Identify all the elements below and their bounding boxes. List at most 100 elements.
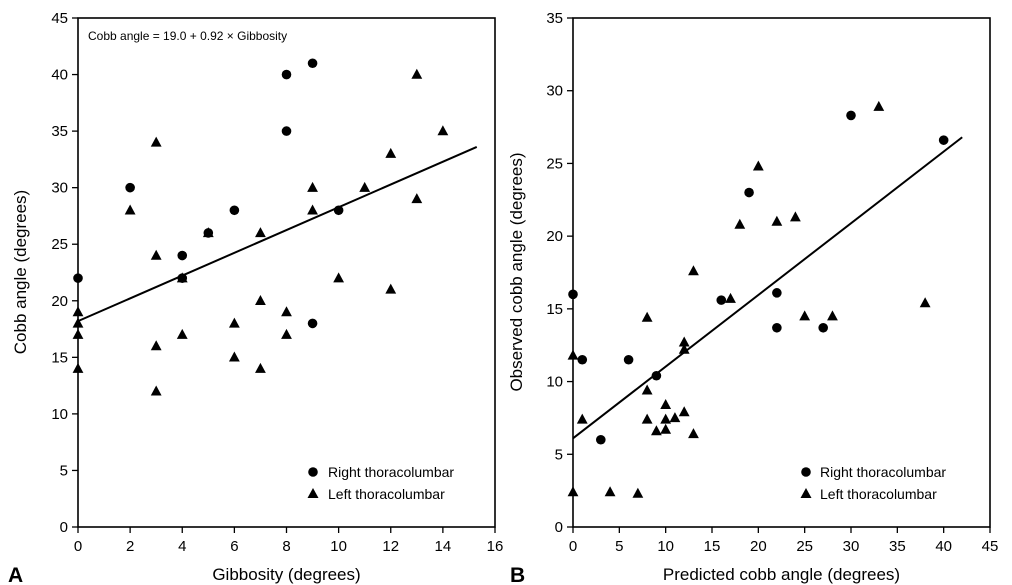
- chart-a-point-right-thoracolumbar: [333, 205, 344, 216]
- chart-a-point-left-thoracolumbar: [255, 362, 266, 373]
- chart-a-legend-right: Right thoracolumbar: [328, 464, 454, 480]
- chart-a-point-left-thoracolumbar: [281, 306, 292, 317]
- chart-a-y-tick-label: 20: [51, 293, 68, 310]
- chart-b-point-left-thoracolumbar: [669, 412, 681, 423]
- chart-b-point-left-thoracolumbar: [919, 297, 931, 308]
- chart-a-y-tick-label: 10: [51, 406, 68, 423]
- chart-b-point-left-thoracolumbar: [734, 218, 746, 229]
- chart-a-point-left-thoracolumbar: [333, 272, 345, 283]
- chart-a-legend-circle-marker: [308, 467, 318, 477]
- chart-a-x-axis-title: Gibbosity (degrees): [212, 565, 360, 584]
- chart-b-x-tick-label: 45: [982, 538, 999, 555]
- chart-b-x-tick-label: 0: [569, 538, 577, 555]
- chart-b-point-left-thoracolumbar: [799, 310, 811, 321]
- chart-a-point-left-thoracolumbar: [150, 340, 162, 351]
- chart-a-point-left-thoracolumbar: [307, 181, 318, 192]
- chart-a-panel-label: A: [8, 564, 23, 585]
- chart-b-y-tick-label: 25: [546, 155, 563, 172]
- chart-a-x-tick-label: 4: [178, 538, 186, 555]
- chart-a-ticks: 0 2 4 6 8 10 12 14 16 0 5 10 15 20 25 30 35 40 45: [51, 10, 503, 555]
- chart-b-point-left-thoracolumbar: [641, 384, 653, 395]
- chart-a-point-left-thoracolumbar: [150, 136, 162, 147]
- chart-b-point-left-thoracolumbar: [651, 425, 662, 436]
- chart-a-point-left-thoracolumbar: [255, 294, 266, 305]
- chart-a-point-left-thoracolumbar: [150, 385, 162, 396]
- chart-a-y-tick-label: 15: [51, 349, 68, 366]
- chart-b-x-tick-label: 40: [935, 538, 952, 555]
- chart-b-x-tick-label: 20: [750, 538, 767, 555]
- chart-a-point-right-thoracolumbar: [307, 318, 318, 329]
- chart-a-point-left-thoracolumbar: [385, 147, 397, 158]
- chart-a-point-left-thoracolumbar: [176, 272, 188, 283]
- chart-a-point-right-thoracolumbar: [307, 58, 318, 69]
- chart-b-y-axis-title: Observed cobb angle (degrees): [507, 152, 526, 391]
- chart-a-regression-line: [77, 146, 478, 323]
- chart-a-point-left-thoracolumbar: [385, 283, 397, 294]
- chart-b-x-tick-label: 30: [843, 538, 860, 555]
- chart-a-point-right-thoracolumbar: [73, 273, 83, 283]
- chart-b-legend: Right thoracolumbar Left thoracolumbar: [800, 464, 946, 502]
- chart-b-x-tick-label: 10: [657, 538, 674, 555]
- chart-a-x-tick-label: 14: [435, 538, 452, 555]
- chart-b-legend-left: Left thoracolumbar: [820, 486, 937, 502]
- chart-a-y-tick-label: 5: [60, 462, 68, 479]
- chart-a-point-right-thoracolumbar: [281, 69, 292, 80]
- chart-b-legend-circle-marker: [801, 467, 811, 477]
- chart-b-point-left-thoracolumbar: [827, 310, 838, 321]
- chart-b-y-tick-label: 10: [546, 374, 563, 391]
- chart-a-point-left-thoracolumbar: [72, 317, 84, 328]
- chart-b-x-tick-label: 35: [889, 538, 906, 555]
- chart-a-y-axis-title: Cobb angle (degrees): [11, 190, 30, 354]
- chart-b-y-tick-label: 35: [546, 10, 563, 27]
- chart-b-y-tick-label: 15: [546, 301, 563, 318]
- chart-a-point-left-thoracolumbar: [72, 306, 84, 317]
- chart-b-point-left-thoracolumbar: [641, 413, 653, 424]
- chart-a-legend-triangle-marker: [307, 488, 319, 498]
- chart-b-point-left-thoracolumbar: [567, 486, 579, 497]
- chart-b-point-right-thoracolumbar: [716, 295, 727, 305]
- chart-b-y-tick-label: 5: [555, 446, 563, 463]
- chart-b-point-left-thoracolumbar: [660, 399, 672, 410]
- chart-a-point-left-thoracolumbar: [176, 328, 188, 339]
- chart-a-point-left-thoracolumbar: [202, 227, 214, 238]
- chart-a-point-right-thoracolumbar: [229, 205, 240, 216]
- chart-a-equation-annotation: Cobb angle = 19.0 + 0.92 × Gibbosity: [88, 29, 287, 43]
- chart-b-x-tick-label: 25: [796, 538, 813, 555]
- chart-b-x-tick-label: 5: [615, 538, 623, 555]
- chart-a-legend-left: Left thoracolumbar: [328, 486, 445, 502]
- chart-b-point-left-thoracolumbar: [678, 343, 690, 354]
- chart-b-point-right-thoracolumbar: [846, 110, 856, 121]
- chart-b-point-left-thoracolumbar: [688, 428, 699, 439]
- chart-b-point-left-thoracolumbar: [660, 413, 672, 424]
- chart-a-x-tick-label: 10: [330, 538, 347, 555]
- chart-a-x-tick-label: 0: [74, 538, 82, 555]
- chart-a-y-tick-label: 25: [51, 236, 68, 253]
- chart-b-point-left-thoracolumbar: [678, 406, 690, 417]
- chart-a-points: [72, 58, 449, 396]
- chart-a-y-tick-label: 40: [51, 67, 68, 84]
- chart-a-x-tick-label: 16: [487, 538, 504, 555]
- chart-b-panel-label: B: [510, 564, 525, 585]
- chart-a-x-tick-label: 8: [282, 538, 290, 555]
- chart-a-x-tick-label: 12: [382, 538, 399, 555]
- chart-b-point-right-thoracolumbar: [577, 354, 588, 365]
- chart-a-point-left-thoracolumbar: [359, 181, 371, 192]
- chart-b-points: [567, 100, 949, 498]
- chart-b-point-left-thoracolumbar: [790, 211, 801, 222]
- chart-b-y-tick-label: 30: [546, 83, 563, 100]
- chart-b-regression-line: [572, 136, 963, 440]
- chart-a-point-right-thoracolumbar: [125, 182, 135, 193]
- chart-a-point-left-thoracolumbar: [72, 362, 84, 373]
- chart-a-y-tick-label: 30: [51, 180, 68, 197]
- chart-a-point-left-thoracolumbar: [72, 328, 84, 339]
- chart-a: 0 2 4 6 8 10 12 14 16 0 5 10 15 20 25 30 35 40 45 Cobb ang…: [8, 10, 503, 585]
- chart-b-point-left-thoracolumbar: [725, 292, 736, 303]
- chart-a-y-tick-label: 45: [51, 10, 68, 27]
- chart-a-point-right-thoracolumbar: [177, 250, 188, 261]
- chart-a-point-left-thoracolumbar: [124, 204, 136, 215]
- chart-a-point-right-thoracolumbar: [281, 126, 292, 136]
- chart-b-point-right-thoracolumbar: [772, 322, 782, 333]
- chart-a-x-tick-label: 6: [230, 538, 238, 555]
- chart-b-point-left-thoracolumbar: [873, 100, 885, 111]
